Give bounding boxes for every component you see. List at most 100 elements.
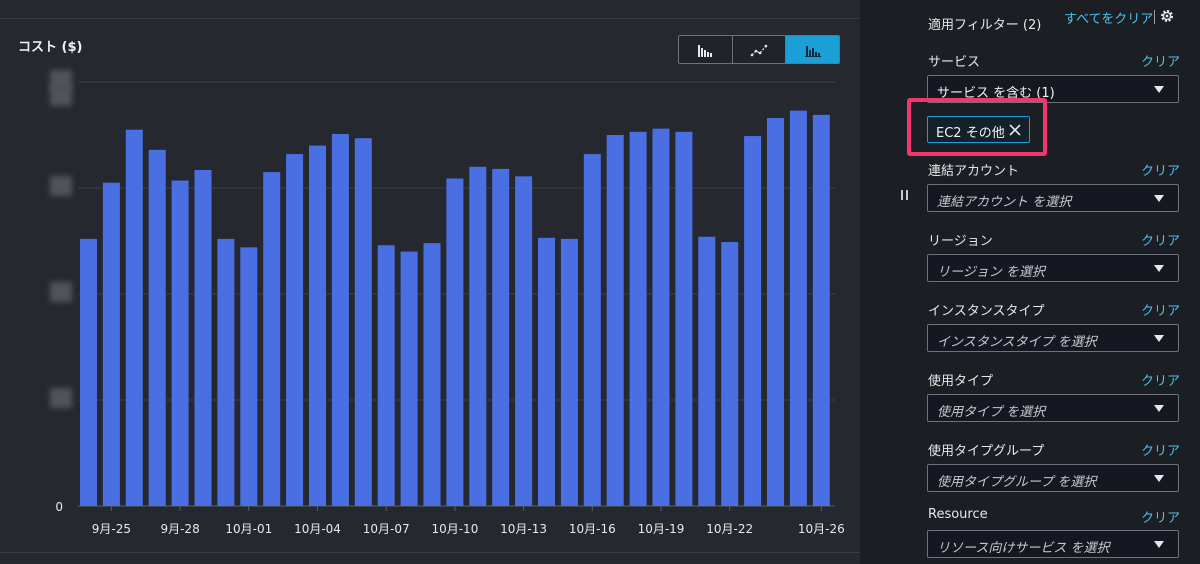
filter-clear-link[interactable]: クリア xyxy=(1141,164,1181,179)
gear-icon[interactable] xyxy=(1159,8,1175,24)
x-tick-label: 10月-19 xyxy=(638,522,685,536)
filter-clear-link[interactable]: クリア xyxy=(1141,511,1181,526)
chart-bar[interactable] xyxy=(400,251,418,506)
chart-bar[interactable] xyxy=(560,238,578,506)
chart-bar[interactable] xyxy=(240,247,258,507)
filter-select[interactable]: 使用タイプグループ を選択 xyxy=(927,464,1179,492)
filter-label: インスタンスタイプ xyxy=(928,304,1045,319)
filter-select-value: 使用タイプ を選択 xyxy=(937,405,1046,420)
caret-down-icon xyxy=(1154,405,1164,412)
chart-bar[interactable] xyxy=(446,178,464,506)
chart-bar[interactable] xyxy=(263,172,281,506)
bar-chart-button[interactable] xyxy=(679,36,733,63)
blurred-y-tick-label xyxy=(50,86,72,106)
clear-all-link[interactable]: すべてをクリア xyxy=(1064,12,1154,27)
filter-panel: 適用フィルター (2) すべてをクリア サービス クリア サービス を含む (1) 連… xyxy=(912,0,1200,564)
chart-bar[interactable] xyxy=(789,110,807,507)
x-tick-label: 10月-22 xyxy=(706,522,753,536)
filter-label: 使用タイプ xyxy=(928,374,994,389)
caret-down-icon xyxy=(1154,86,1164,93)
filter-label: サービス xyxy=(928,55,981,70)
chart-bar[interactable] xyxy=(80,238,97,506)
filter-clear-link[interactable]: クリア xyxy=(1141,55,1181,70)
blurred-y-tick-label xyxy=(50,70,72,90)
x-tick-label: 10月-26 xyxy=(798,522,845,536)
close-icon[interactable] xyxy=(1008,123,1022,137)
x-tick-label: 10月-16 xyxy=(569,522,616,536)
chart-bar[interactable] xyxy=(469,166,487,507)
chart-bar[interactable] xyxy=(698,236,716,506)
line-chart-icon xyxy=(750,44,768,56)
cost-bar-chart: 0 9月-25 9月-28 10月-01 10月-04 10月-07 10月-10 10月-1… xyxy=(55,81,845,536)
chart-bar[interactable] xyxy=(102,182,120,506)
caret-down-icon xyxy=(1154,265,1164,272)
chart-bar[interactable] xyxy=(538,237,555,506)
filter-clear-link[interactable]: クリア xyxy=(1141,304,1181,319)
chart-bar[interactable] xyxy=(767,118,784,506)
chart-bar[interactable] xyxy=(125,129,143,506)
filter-label: 使用タイプグループ xyxy=(928,444,1045,459)
filter-token: EC2 その他 xyxy=(927,116,1030,143)
filter-select[interactable]: リソース向けサービス を選択 xyxy=(927,530,1179,558)
line-chart-button[interactable] xyxy=(732,36,787,63)
x-tick-label: 10月-04 xyxy=(294,522,341,536)
filter-select-value: サービス を含む (1) xyxy=(937,86,1055,101)
filter-select[interactable]: インスタンスタイプ を選択 xyxy=(927,324,1179,352)
chart-bar[interactable] xyxy=(721,242,739,506)
chart-bar[interactable] xyxy=(629,131,647,506)
chart-bar[interactable] xyxy=(309,145,326,506)
filter-select-value: インスタンスタイプ を選択 xyxy=(937,335,1097,350)
chart-bar[interactable] xyxy=(354,138,372,506)
chart-type-toggle xyxy=(678,35,840,64)
chart-bar[interactable] xyxy=(286,154,304,506)
filter-label: 連結アカウント xyxy=(928,164,1020,179)
chart-bar[interactable] xyxy=(171,180,189,506)
chart-bar[interactable] xyxy=(194,169,212,507)
x-tick-label: 9月-25 xyxy=(92,522,131,536)
caret-down-icon xyxy=(1154,475,1164,482)
divider xyxy=(0,18,860,19)
filter-label: リージョン xyxy=(928,234,993,249)
chart-bar[interactable] xyxy=(492,168,510,507)
chart-title: コスト ($) xyxy=(18,40,83,55)
caret-down-icon xyxy=(1154,195,1164,202)
panel-resize-handle[interactable] xyxy=(900,186,910,206)
chart-bar[interactable] xyxy=(331,133,349,506)
chart-bar[interactable] xyxy=(812,114,830,507)
chart-bar[interactable] xyxy=(675,131,693,506)
filter-clear-link[interactable]: クリア xyxy=(1141,444,1181,459)
x-tick-label: 9月-28 xyxy=(160,522,199,536)
filter-select[interactable]: 連結アカウント を選択 xyxy=(927,184,1179,212)
x-tick-label: 10月-13 xyxy=(500,522,547,536)
filter-select[interactable]: リージョン を選択 xyxy=(927,254,1179,282)
applied-filters-title: 適用フィルター (2) xyxy=(928,18,1042,33)
filter-select[interactable]: 使用タイプ を選択 xyxy=(927,394,1179,422)
chart-bar[interactable] xyxy=(652,128,670,506)
filter-label: Resource xyxy=(928,507,988,522)
caret-down-icon xyxy=(1154,541,1164,548)
chart-bar[interactable] xyxy=(606,135,624,506)
stacked-bar-chart-button[interactable] xyxy=(786,36,839,63)
x-tick-label: 10月-10 xyxy=(431,522,478,536)
bar-chart-icon xyxy=(698,44,713,57)
chart-bar[interactable] xyxy=(515,176,533,506)
x-tick-label: 10月-01 xyxy=(225,522,272,536)
chart-bar[interactable] xyxy=(148,149,166,506)
caret-down-icon xyxy=(1154,335,1164,342)
chart-bar[interactable] xyxy=(377,245,395,507)
divider xyxy=(1154,10,1155,24)
blurred-y-tick-label xyxy=(50,388,72,408)
blurred-y-tick-label xyxy=(50,176,72,196)
blurred-y-tick-label xyxy=(50,282,72,302)
chart-bar[interactable] xyxy=(423,243,441,506)
cost-chart-panel: コスト ($) xyxy=(0,0,860,564)
chart-bar[interactable] xyxy=(744,136,762,506)
filter-token-label: EC2 その他 xyxy=(936,126,1005,141)
stacked-bar-chart-icon xyxy=(804,45,821,57)
divider xyxy=(0,552,860,553)
chart-bar[interactable] xyxy=(583,154,601,506)
chart-bar[interactable] xyxy=(217,238,235,506)
filter-clear-link[interactable]: クリア xyxy=(1141,374,1181,389)
x-tick-label: 10月-07 xyxy=(363,522,410,536)
filter-clear-link[interactable]: クリア xyxy=(1141,234,1181,249)
